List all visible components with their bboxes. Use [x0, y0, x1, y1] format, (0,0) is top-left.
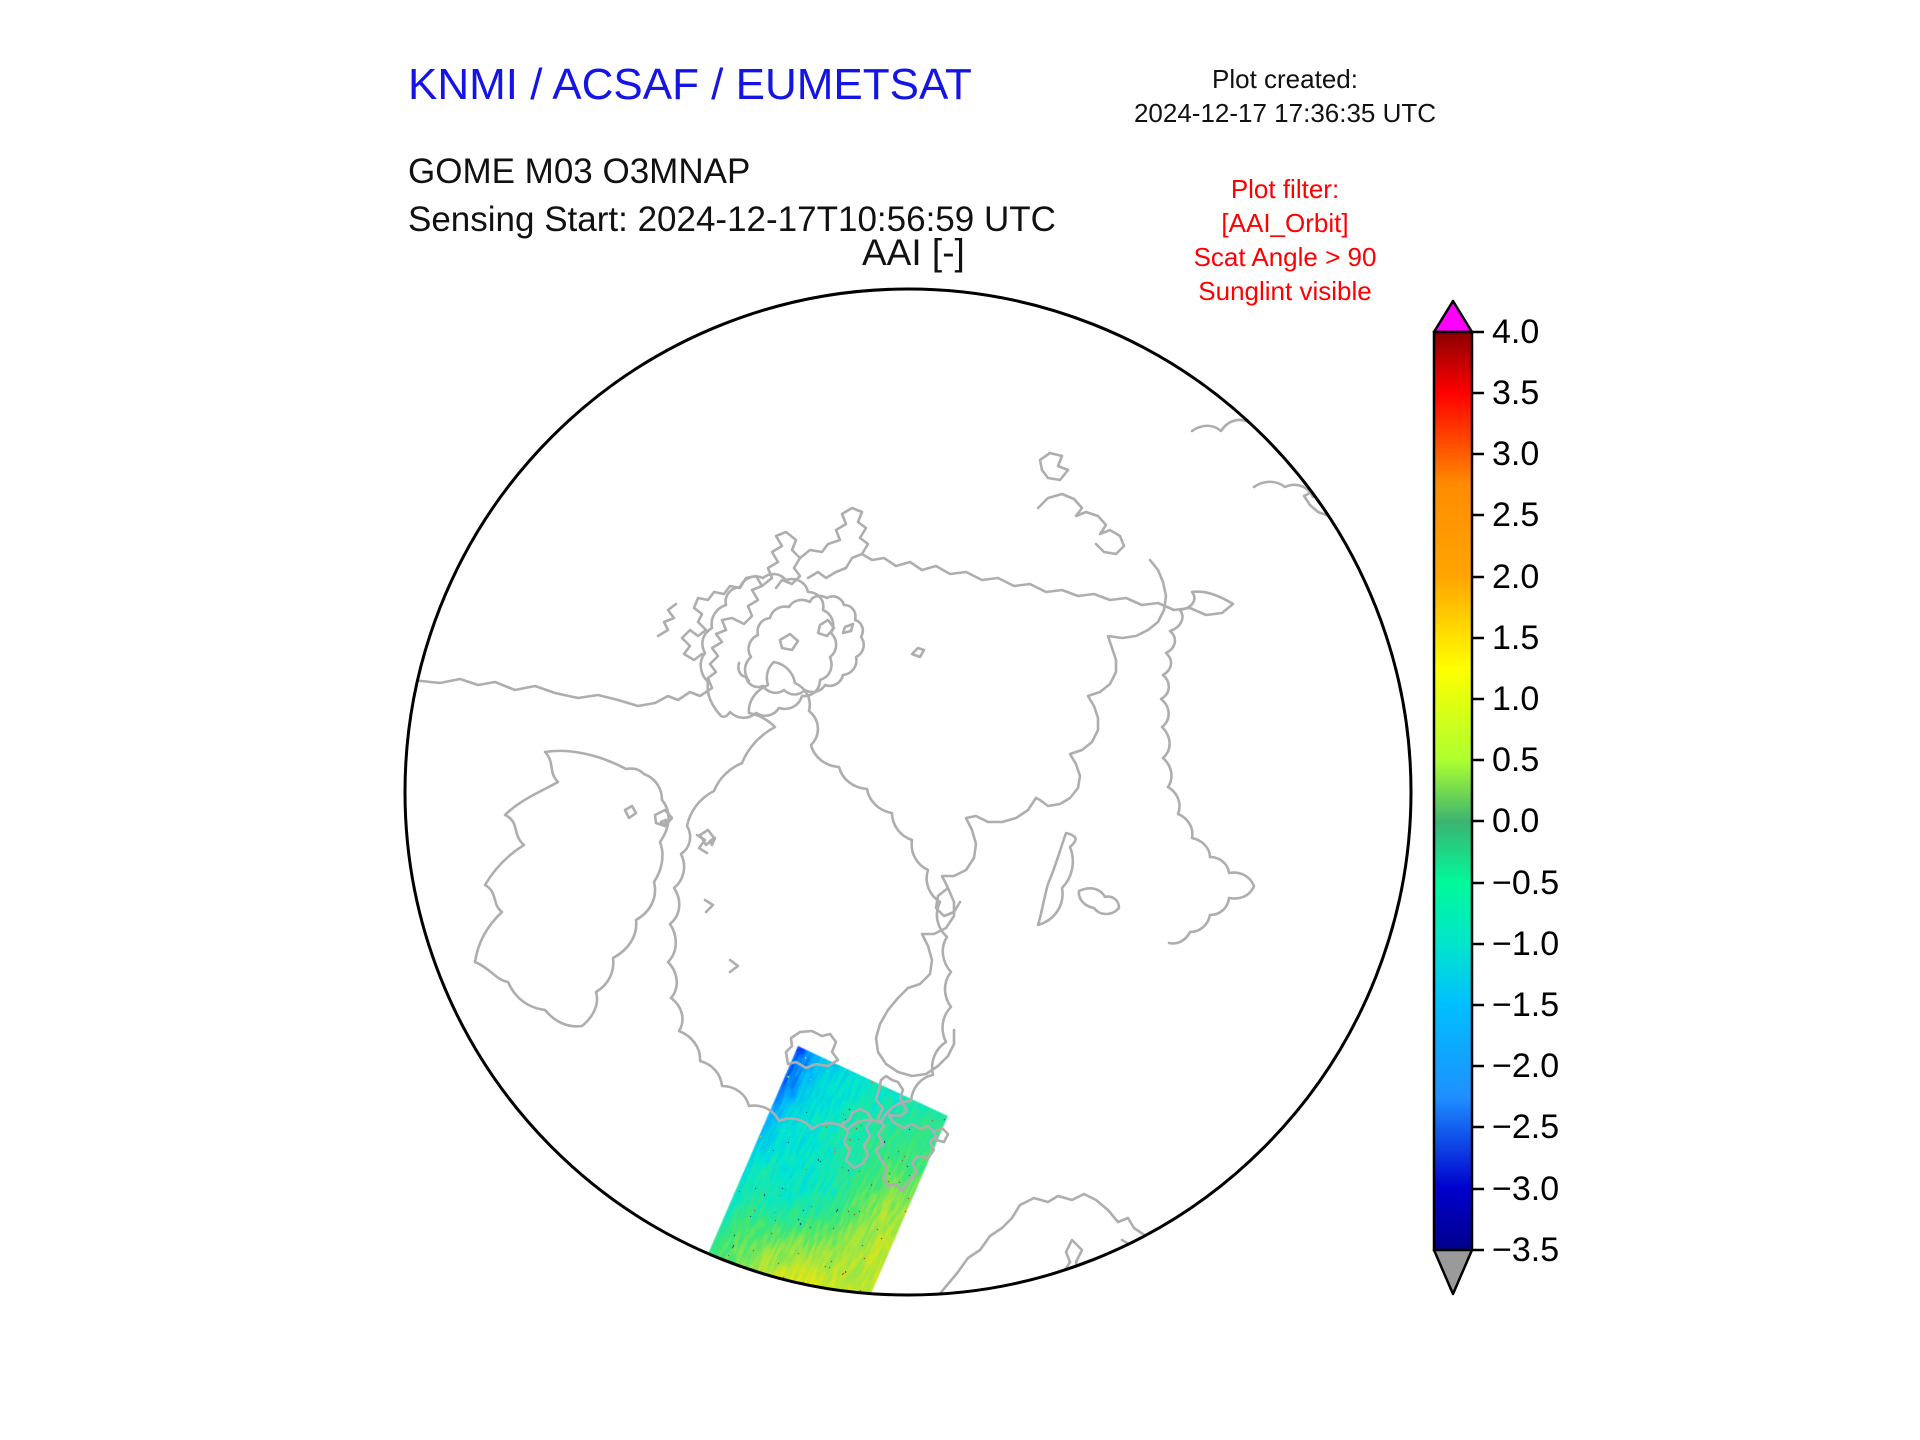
- svg-text:2.0: 2.0: [1492, 558, 1539, 596]
- svg-text:−3.5: −3.5: [1492, 1231, 1559, 1269]
- svg-text:−1.5: −1.5: [1492, 986, 1559, 1024]
- svg-text:−2.0: −2.0: [1492, 1047, 1559, 1085]
- svg-text:−3.0: −3.0: [1492, 1170, 1559, 1208]
- svg-text:1.5: 1.5: [1492, 619, 1539, 657]
- svg-text:0.0: 0.0: [1492, 802, 1539, 840]
- svg-text:−0.5: −0.5: [1492, 864, 1559, 902]
- svg-text:3.5: 3.5: [1492, 374, 1539, 412]
- svg-text:1.0: 1.0: [1492, 680, 1539, 718]
- svg-text:−1.0: −1.0: [1492, 925, 1559, 963]
- svg-text:−2.5: −2.5: [1492, 1108, 1559, 1146]
- svg-text:0.5: 0.5: [1492, 741, 1539, 779]
- svg-text:4.0: 4.0: [1492, 313, 1539, 351]
- svg-text:2.5: 2.5: [1492, 496, 1539, 534]
- svg-text:3.0: 3.0: [1492, 435, 1539, 473]
